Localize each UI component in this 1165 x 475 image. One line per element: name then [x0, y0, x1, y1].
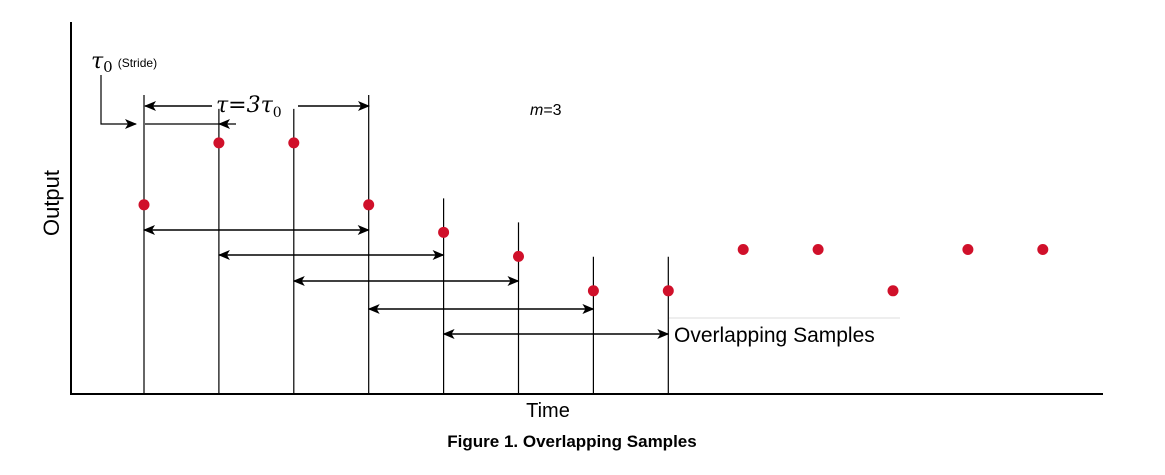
sample-dot — [887, 285, 899, 297]
stride-subscript: 0 — [103, 58, 113, 76]
m-value: =3 — [543, 102, 561, 119]
sample-dot — [812, 244, 824, 256]
sample-dots — [138, 137, 1049, 297]
m-variable: m — [530, 102, 543, 119]
sample-dot — [213, 137, 225, 149]
stride-leader — [100, 75, 137, 129]
overlap-label: Overlapping Samples — [674, 324, 875, 347]
stride-label: τ0 (Stride) — [91, 49, 157, 76]
sample-dot — [1037, 244, 1049, 256]
sample-dot — [587, 285, 599, 297]
tau-equation-subscript: 0 — [273, 105, 282, 121]
sample-dot — [288, 137, 300, 149]
sample-dot — [363, 199, 375, 211]
sample-dot — [662, 285, 674, 297]
m-equation: m=3 — [530, 102, 562, 119]
stride-text: (Stride) — [118, 56, 157, 70]
sample-dot — [138, 199, 150, 211]
tau-equation-main: τ=3τ — [216, 93, 274, 118]
sample-dot — [962, 244, 974, 256]
tau-equation: τ=3τ0 — [216, 93, 282, 121]
overlap-spans — [143, 225, 670, 339]
sample-dot — [513, 250, 524, 262]
figure-caption: Figure 1. Overlapping Samples — [447, 432, 696, 451]
y-axis-title: Output — [39, 170, 64, 236]
sample-dot — [737, 244, 749, 256]
sample-dot — [438, 226, 450, 238]
x-axis-title: Time — [526, 400, 570, 422]
stride-symbol: τ — [91, 49, 104, 74]
